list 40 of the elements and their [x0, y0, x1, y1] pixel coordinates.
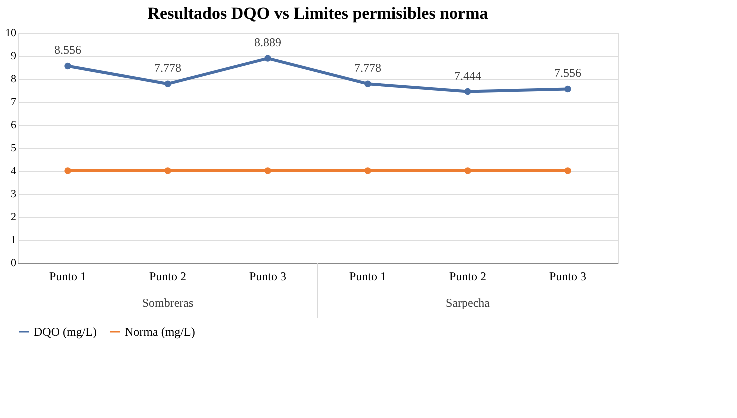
text: Sombreras [142, 296, 194, 310]
point [364, 80, 372, 88]
x-tick-label: Punto 1 [49, 270, 87, 284]
y-tick-label: 4 [11, 166, 17, 178]
y-tick-label: 1 [11, 234, 16, 246]
y-tick-label: 3 [11, 188, 17, 200]
y-tick-label: 0 [11, 258, 17, 270]
x-tick-label: Punto 2 [449, 270, 487, 284]
text: Sarpecha [446, 296, 491, 310]
point [464, 168, 472, 174]
point [564, 168, 572, 174]
data-label: 7.556 [554, 66, 582, 80]
point [364, 168, 372, 174]
y-tick-label: 2 [11, 212, 16, 224]
y-tick-label: 10 [6, 28, 17, 40]
point [264, 168, 272, 174]
point [164, 80, 172, 88]
y-tick-label: 8 [11, 74, 17, 86]
x-tick-label: Punto 3 [549, 270, 587, 284]
point [164, 168, 172, 174]
chart-title: Resultados DQO vs Limites permisibles norma [148, 4, 489, 23]
legend-label: Norma (mg/L) [125, 325, 196, 339]
data-label: 8.556 [54, 43, 82, 58]
data-label: 7.778 [354, 61, 382, 76]
y-tick-label: 5 [11, 142, 17, 154]
x-tick-label: Punto 1 [349, 270, 387, 284]
x-tick-label: Punto 3 [249, 270, 287, 284]
y-tick-label: 9 [11, 50, 17, 62]
data-label: 7.444 [454, 68, 482, 83]
data-label: 8.889 [254, 36, 282, 50]
y-tick-label: 6 [11, 120, 17, 132]
y-tick-label: 7 [11, 96, 17, 108]
point [564, 86, 572, 93]
x-tick-label: Punto 2 [149, 270, 187, 284]
point [464, 88, 472, 96]
point [64, 168, 72, 174]
point [64, 62, 72, 70]
point [264, 55, 272, 62]
data-label: 7.778 [154, 61, 182, 76]
legend-label: DQO (mg/L) [34, 325, 97, 339]
